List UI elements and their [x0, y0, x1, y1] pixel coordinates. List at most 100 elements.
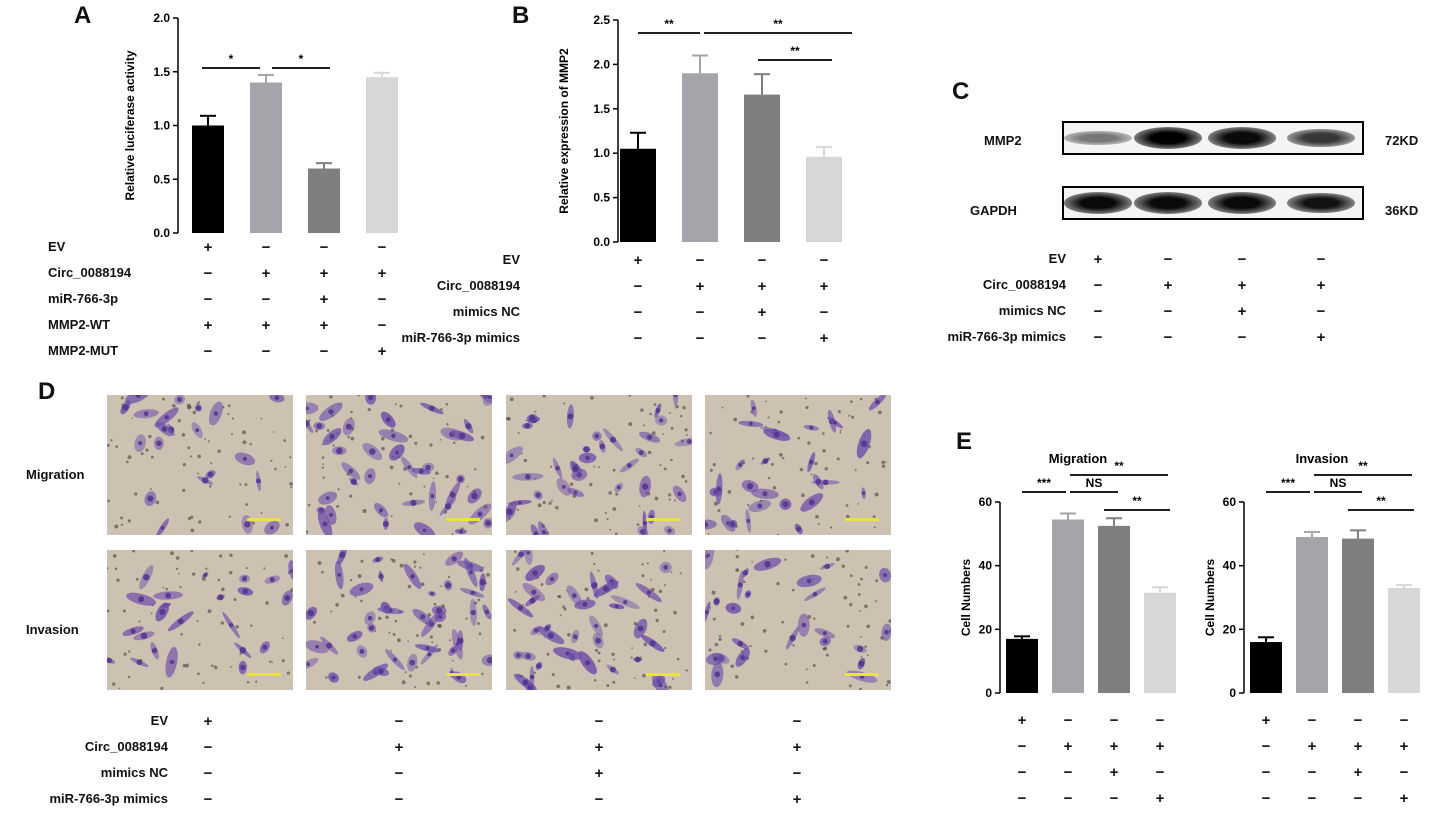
- minus-sign: −: [757, 252, 767, 269]
- minus-sign: −: [319, 239, 329, 256]
- y-tick-label: 60: [1223, 495, 1237, 509]
- minus-sign: −: [1399, 764, 1409, 781]
- condition-label: EV: [1048, 251, 1066, 266]
- stained-cells: [506, 550, 692, 690]
- bar: [1006, 638, 1038, 693]
- significance-label: **: [1376, 494, 1386, 508]
- microscopy-image: [107, 550, 293, 690]
- y-tick-label: 1.0: [153, 119, 170, 133]
- plus-sign: +: [1316, 329, 1326, 346]
- plus-sign: +: [319, 265, 329, 282]
- plus-sign: +: [594, 765, 604, 782]
- chart-title: Invasion: [1296, 451, 1349, 466]
- minus-sign: −: [1163, 329, 1173, 346]
- minus-sign: −: [203, 765, 213, 782]
- minus-sign: −: [1353, 712, 1363, 729]
- condition-label: EV: [48, 239, 66, 254]
- microscopy-image: [705, 395, 891, 535]
- condition-label: EV: [502, 252, 520, 267]
- minus-sign: −: [1017, 790, 1027, 807]
- significance-label: **: [773, 17, 783, 31]
- minus-sign: −: [1307, 764, 1317, 781]
- minus-sign: −: [1399, 712, 1409, 729]
- chart-e-migration: 0 20 40 60 Cell Numbers Migration *** NS ** **: [959, 451, 1176, 700]
- blot-protein-label: MMP2: [984, 133, 1022, 148]
- y-tick-label: 2.0: [153, 11, 170, 25]
- significance-label: **: [1132, 494, 1142, 508]
- condition-label: Circ_0088194: [436, 278, 520, 293]
- condition-label: mimics NC: [998, 303, 1066, 318]
- minus-sign: −: [1163, 251, 1173, 268]
- scale-bar: [247, 673, 281, 676]
- plus-sign: +: [1093, 251, 1103, 268]
- minus-sign: −: [1261, 738, 1271, 755]
- bar: [1250, 642, 1282, 693]
- minus-sign: −: [1017, 764, 1027, 781]
- minus-sign: −: [1353, 790, 1363, 807]
- microscopy-image: [306, 395, 492, 535]
- condition-label: mimics NC: [452, 304, 520, 319]
- stained-cells: [306, 550, 492, 690]
- bar: [1144, 592, 1176, 693]
- y-tick-label: 1.0: [593, 146, 610, 160]
- plus-sign: +: [1399, 738, 1409, 755]
- minus-sign: −: [394, 765, 404, 782]
- minus-sign: −: [633, 304, 643, 321]
- plus-sign: +: [203, 713, 213, 730]
- plus-sign: +: [319, 291, 329, 308]
- plus-sign: +: [203, 239, 213, 256]
- significance-label: **: [790, 44, 800, 58]
- condition-label: MMP2-MUT: [48, 343, 119, 358]
- blot-band: [1287, 128, 1355, 148]
- y-tick-label: 0.5: [153, 172, 170, 186]
- minus-sign: −: [203, 739, 213, 756]
- plus-sign: +: [1353, 764, 1363, 781]
- condition-label: MMP2-WT: [48, 317, 111, 332]
- minus-sign: −: [1155, 712, 1165, 729]
- minus-sign: −: [594, 713, 604, 730]
- minus-sign: −: [1063, 712, 1073, 729]
- condition-label: miR-766-3p mimics: [401, 330, 521, 345]
- plus-sign: +: [1063, 738, 1073, 755]
- blot-band: [1208, 192, 1276, 214]
- condition-label: miR-766-3p: [48, 291, 119, 306]
- panel-letter-d: D: [38, 378, 56, 405]
- minus-sign: −: [633, 330, 643, 347]
- y-tick-label: 20: [1223, 622, 1237, 636]
- minus-sign: −: [1109, 712, 1119, 729]
- minus-sign: −: [819, 252, 829, 269]
- panel-letter-c: C: [952, 78, 970, 105]
- blot-band: [1134, 127, 1202, 149]
- minus-sign: −: [1155, 764, 1165, 781]
- minus-sign: −: [1063, 764, 1073, 781]
- condition-label: Circ_0088194: [84, 739, 168, 754]
- y-tick-label: 20: [979, 622, 993, 636]
- y-tick-label: 2.0: [593, 57, 610, 71]
- blot-band: [1064, 192, 1132, 214]
- plus-sign: +: [261, 317, 271, 334]
- minus-sign: −: [1163, 303, 1173, 320]
- minus-sign: −: [261, 343, 271, 360]
- stained-cells: [506, 395, 692, 535]
- y-tick-label: 0.0: [593, 235, 610, 249]
- plus-sign: +: [1399, 790, 1409, 807]
- y-tick-label: 60: [979, 495, 993, 509]
- minus-sign: −: [695, 330, 705, 347]
- significance-label: **: [664, 17, 674, 31]
- significance-label: ***: [1037, 476, 1051, 490]
- plus-sign: +: [819, 330, 829, 347]
- y-tick-label: 0.5: [593, 191, 610, 205]
- plus-sign: +: [1155, 738, 1165, 755]
- significance-label: NS: [1330, 476, 1347, 490]
- bar: [366, 77, 398, 233]
- minus-sign: −: [819, 304, 829, 321]
- minus-sign: −: [1093, 303, 1103, 320]
- minus-sign: −: [203, 291, 213, 308]
- bar: [1342, 538, 1374, 693]
- bar: [192, 125, 224, 233]
- minus-sign: −: [1093, 277, 1103, 294]
- y-axis-label: Relative luciferase activity: [123, 50, 137, 200]
- minus-sign: −: [1261, 790, 1271, 807]
- stained-cells: [107, 395, 293, 535]
- plus-sign: +: [757, 278, 767, 295]
